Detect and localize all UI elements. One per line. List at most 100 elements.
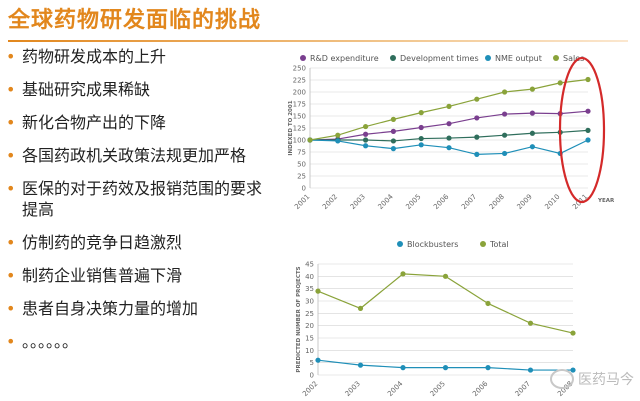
data-point bbox=[446, 103, 452, 109]
legend-label: Blockbusters bbox=[407, 240, 458, 249]
x-tick-label: 2004 bbox=[377, 192, 396, 211]
data-point bbox=[585, 76, 591, 83]
data-point bbox=[363, 137, 369, 143]
bullet-item: • 各国药政机关政策法规更加严格 bbox=[6, 145, 276, 166]
bullet-marker: • bbox=[6, 80, 16, 99]
legend-marker bbox=[300, 55, 306, 61]
data-point bbox=[570, 330, 576, 336]
bullet-text: 药物研发成本的上升 bbox=[22, 47, 167, 66]
data-point bbox=[446, 121, 452, 127]
data-point bbox=[315, 288, 321, 294]
data-point bbox=[585, 127, 591, 133]
x-tick-label: 2005 bbox=[429, 380, 447, 398]
bullet-marker: • bbox=[6, 233, 16, 252]
y-tick-label: 75 bbox=[297, 149, 306, 157]
data-point bbox=[529, 130, 535, 136]
legend-marker bbox=[390, 55, 396, 61]
data-point bbox=[446, 145, 452, 151]
series-line bbox=[317, 273, 574, 334]
bullet-marker: • bbox=[6, 179, 16, 198]
data-point bbox=[502, 111, 508, 117]
line-chart-predicted-projects: Blockbusters Total 0 5 10 15 20 25 30 35 40 45 2002 2… bbox=[296, 240, 576, 398]
data-point bbox=[570, 367, 576, 373]
data-point bbox=[357, 362, 364, 368]
x-tick-label: 2007 bbox=[514, 380, 532, 398]
data-point bbox=[335, 138, 341, 144]
slide-title: 全球药物研发面临的挑战 bbox=[8, 8, 262, 33]
bullet-text: 仿制药的竞争日趋激烈 bbox=[22, 233, 183, 252]
bullet-marker: • bbox=[6, 146, 16, 165]
x-tick-label: 2001 bbox=[293, 193, 311, 211]
x-tick-label: 2006 bbox=[471, 379, 490, 398]
y-axis-title: INDEXED TO 2001 bbox=[288, 100, 294, 155]
data-point bbox=[307, 137, 313, 143]
bullet-item: • 新化合物产出的下降 bbox=[6, 112, 276, 133]
legend-label: Development times bbox=[400, 54, 479, 63]
data-point bbox=[502, 150, 508, 157]
data-point bbox=[529, 110, 535, 116]
x-tick-label: 2007 bbox=[460, 193, 478, 211]
bullet-marker: • bbox=[6, 266, 16, 285]
data-point bbox=[585, 137, 591, 143]
x-tick-label: 2010 bbox=[543, 193, 561, 211]
series-line bbox=[309, 78, 589, 141]
y-tick-label: 25 bbox=[305, 310, 314, 318]
bullet-marker: • bbox=[6, 113, 16, 132]
bullet-item: • 医保的对于药效及报销范围的要求提高 bbox=[6, 178, 276, 220]
bullet-item: • 基础研究成果稀缺 bbox=[6, 79, 276, 100]
data-point bbox=[315, 357, 321, 363]
data-point bbox=[418, 135, 424, 142]
data-point bbox=[474, 96, 480, 102]
y-tick-label: 10 bbox=[305, 347, 314, 355]
legend-label: Total bbox=[489, 240, 509, 249]
data-point bbox=[363, 123, 369, 130]
x-tick-label: 2003 bbox=[344, 380, 362, 398]
title-underline bbox=[8, 40, 628, 42]
data-point bbox=[418, 110, 424, 116]
y-tick-label: 125 bbox=[293, 125, 306, 133]
bullet-text: 新化合物产出的下降 bbox=[22, 113, 167, 132]
x-tick-label: 2005 bbox=[404, 193, 422, 211]
data-point bbox=[585, 108, 591, 114]
x-tick-label: 2003 bbox=[349, 193, 367, 211]
legend-label: Sales bbox=[563, 54, 584, 63]
x-tick-label: 2006 bbox=[432, 192, 451, 211]
y-tick-label: 25 bbox=[297, 173, 306, 181]
y-tick-label: 15 bbox=[305, 335, 314, 343]
data-point bbox=[390, 128, 396, 134]
bullet-marker: • bbox=[6, 332, 16, 351]
watermark-text: 医药马今 bbox=[578, 372, 634, 388]
line-chart-rd-indexed: R&D expenditure Development times NME outp… bbox=[288, 54, 615, 211]
data-point bbox=[529, 144, 535, 150]
x-tick-label: 2008 bbox=[488, 193, 506, 211]
data-point bbox=[485, 300, 491, 307]
data-point bbox=[485, 365, 491, 371]
y-axis-title: PREDICTED NUMBER OF PROJECTS bbox=[296, 266, 302, 372]
data-point bbox=[390, 146, 396, 152]
data-point bbox=[529, 86, 535, 92]
data-point bbox=[527, 320, 534, 326]
data-point bbox=[474, 134, 480, 140]
data-point bbox=[363, 143, 369, 149]
data-point bbox=[418, 142, 424, 148]
bullet-text: 制药企业销售普遍下滑 bbox=[22, 266, 183, 285]
y-tick-label: 5 bbox=[310, 359, 314, 367]
legend-marker bbox=[480, 241, 486, 247]
bullet-text: 医保的对于药效及报销范围的要求提高 bbox=[22, 179, 263, 219]
bullet-item: • 。。。。。。 bbox=[6, 331, 276, 352]
highlight-ellipse bbox=[558, 56, 606, 204]
bullet-item: • 制药企业销售普遍下滑 bbox=[6, 265, 276, 286]
y-tick-label: 250 bbox=[293, 65, 306, 73]
data-point bbox=[502, 89, 508, 95]
x-axis-title: YEAR bbox=[597, 198, 615, 204]
data-point bbox=[400, 365, 406, 371]
data-point bbox=[527, 367, 534, 373]
y-tick-label: 0 bbox=[310, 372, 314, 380]
data-point bbox=[502, 132, 508, 138]
y-tick-label: 225 bbox=[293, 77, 306, 85]
data-point bbox=[363, 131, 369, 137]
x-tick-label: 2002 bbox=[301, 380, 319, 398]
data-point bbox=[400, 271, 406, 277]
x-tick-label: 2002 bbox=[321, 193, 339, 211]
data-point bbox=[446, 135, 452, 141]
